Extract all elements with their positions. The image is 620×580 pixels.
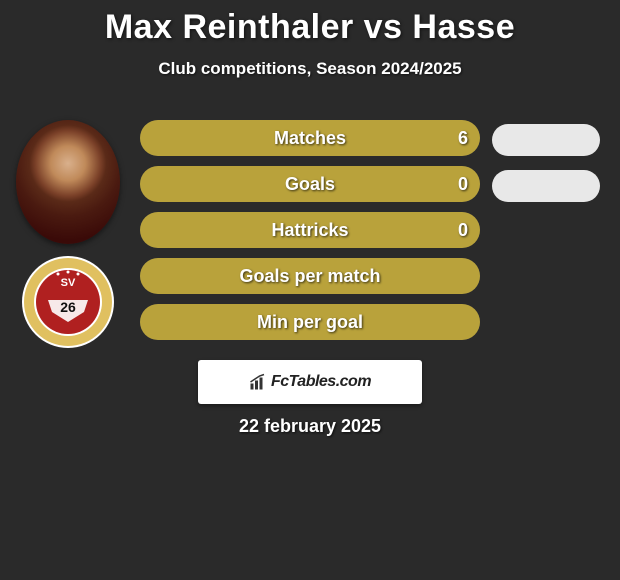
- attribution-box[interactable]: FcTables.com: [198, 360, 422, 404]
- bar-label: Matches: [140, 120, 480, 156]
- pill-slot: [492, 258, 612, 294]
- club-badge-icon: SV 26: [18, 252, 118, 352]
- svg-text:SV: SV: [61, 277, 76, 289]
- bar-value-player1: 0: [458, 212, 468, 248]
- bar-row: Goals0: [140, 166, 480, 202]
- bar-label: Hattricks: [140, 212, 480, 248]
- pill-slot: [492, 304, 612, 340]
- player2-pills: [492, 120, 612, 350]
- pill-slot: [492, 212, 612, 248]
- player1-avatar: [16, 120, 120, 244]
- page-title: Max Reinthaler vs Hasse: [0, 0, 620, 47]
- bar-value-player1: 6: [458, 120, 468, 156]
- pill-slot: [492, 166, 612, 202]
- svg-text:26: 26: [60, 299, 76, 315]
- fctables-logo-icon: [249, 373, 267, 391]
- pill-player2: [492, 170, 600, 202]
- bar-row: Min per goal: [140, 304, 480, 340]
- bar-row: Matches6: [140, 120, 480, 156]
- bar-row: Hattricks0: [140, 212, 480, 248]
- left-column: SV 26: [8, 120, 128, 352]
- player1-club-badge: SV 26: [18, 252, 118, 352]
- bar-value-player1: 0: [458, 166, 468, 202]
- bar-label: Goals: [140, 166, 480, 202]
- comparison-bars: Matches6Goals0Hattricks0Goals per matchM…: [140, 120, 480, 350]
- bar-label: Min per goal: [140, 304, 480, 340]
- bar-row: Goals per match: [140, 258, 480, 294]
- snapshot-date: 22 february 2025: [0, 416, 620, 437]
- bar-label: Goals per match: [140, 258, 480, 294]
- pill-slot: [492, 120, 612, 156]
- pill-player2: [492, 124, 600, 156]
- attribution-text: FcTables.com: [271, 373, 371, 391]
- page-subtitle: Club competitions, Season 2024/2025: [0, 59, 620, 79]
